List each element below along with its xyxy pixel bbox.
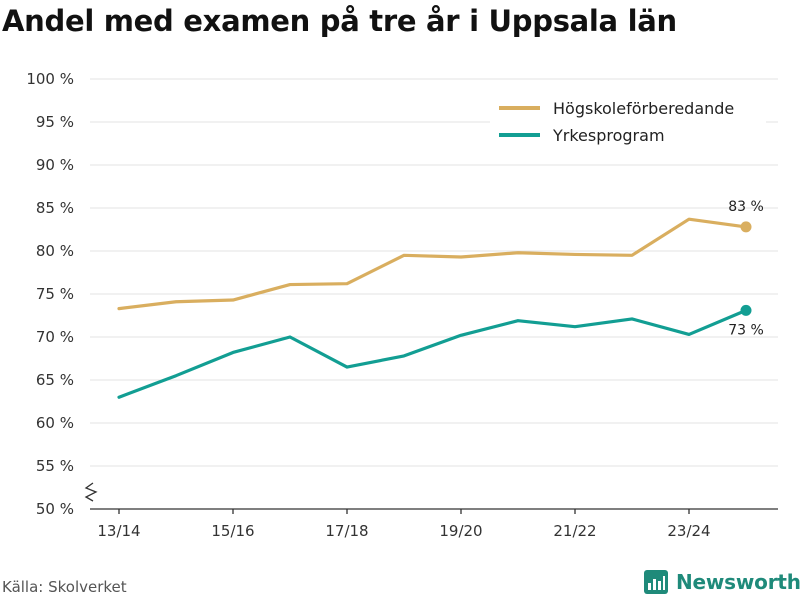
y-tick-label: 75 % xyxy=(36,285,74,303)
y-axis-ticks: 50 % 55 % 60 % 65 % 70 % 75 % 80 % 85 % 90 % 95 %… xyxy=(26,70,98,518)
series-end-label: 73 % xyxy=(728,322,764,338)
legend-background xyxy=(490,92,766,154)
x-tick-label: 15/16 xyxy=(211,522,254,540)
legend-entry: Högskoleförberedande xyxy=(553,99,734,118)
y-tick-label: 60 % xyxy=(36,414,74,432)
x-tick-label: 23/24 xyxy=(667,522,710,540)
y-tick-label: 100 % xyxy=(26,70,74,88)
series-end-label: 83 % xyxy=(728,199,764,215)
y-tick-label: 90 % xyxy=(36,156,74,174)
series-line xyxy=(117,308,748,399)
series-line xyxy=(117,217,748,311)
x-tick-label: 13/14 xyxy=(97,522,140,540)
legend-entry: Yrkesprogram xyxy=(552,126,665,145)
y-tick-label: 70 % xyxy=(36,328,74,346)
x-tick-label: 17/18 xyxy=(325,522,368,540)
brand-name: Newsworthy xyxy=(676,570,800,594)
legend: Högskoleförberedande Yrkesprogram xyxy=(490,92,766,154)
brand-logo: Newsworthy xyxy=(644,570,800,594)
chart-title: Andel med examen på tre år i Uppsala län xyxy=(2,4,677,38)
y-tick-label: 55 % xyxy=(36,457,74,475)
y-tick-label: 65 % xyxy=(36,371,74,389)
y-tick-label: 50 % xyxy=(36,500,74,518)
newsworthy-logo-icon xyxy=(644,570,668,594)
y-tick-label: 80 % xyxy=(36,242,74,260)
x-axis: 13/14 15/16 17/18 19/20 21/22 23/24 xyxy=(90,508,778,540)
y-tick-label: 85 % xyxy=(36,199,74,217)
x-tick-label: 21/22 xyxy=(553,522,596,540)
series-lines: 83 % 73 % xyxy=(117,199,764,399)
source-note: Källa: Skolverket xyxy=(2,578,127,596)
series-end-marker xyxy=(740,304,752,316)
x-tick-label: 19/20 xyxy=(439,522,482,540)
series-end-marker xyxy=(740,221,752,233)
y-tick-label: 95 % xyxy=(36,113,74,131)
axis-break-icon xyxy=(84,482,98,502)
gridlines xyxy=(90,78,778,467)
